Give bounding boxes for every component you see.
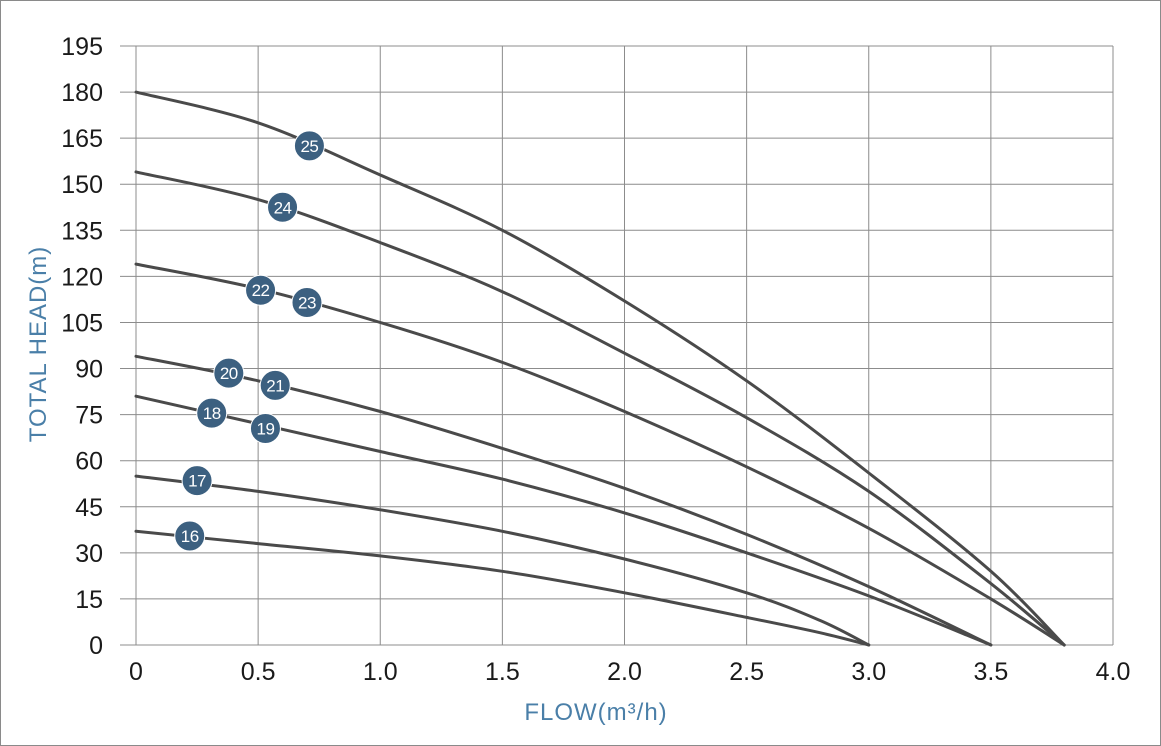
- curve-badge-20: 20: [213, 357, 245, 389]
- badge-label: 23: [298, 293, 316, 312]
- grid: [120, 45, 1114, 646]
- y-tick-label: 45: [75, 494, 103, 522]
- y-tick-label: 120: [61, 263, 103, 291]
- y-tick-label: 90: [75, 356, 103, 384]
- curve-series-16: [134, 529, 871, 647]
- y-tick-label: 105: [61, 309, 103, 337]
- curve-badge-18: 18: [196, 397, 228, 429]
- badge-circle: [291, 286, 323, 318]
- curve-badge-16: 16: [174, 520, 206, 552]
- curves: [134, 90, 1066, 647]
- badge-label: 21: [266, 376, 284, 395]
- curve-badge-17: 17: [181, 465, 213, 497]
- curve-badge-23: 23: [291, 286, 323, 318]
- curve-badge-21: 21: [259, 369, 291, 401]
- badge-circle: [249, 412, 281, 444]
- badge-circle: [293, 130, 325, 162]
- x-tick-label: 1.5: [485, 658, 520, 686]
- curve-labels: 25 24 22 23 20 21 18 19 17 16: [174, 130, 325, 552]
- y-tick-label: 195: [61, 33, 103, 61]
- badge-circle: [181, 465, 213, 497]
- curve-series-20-21: [134, 354, 993, 647]
- curve-series-17: [134, 474, 871, 647]
- x-tick-label: 3.5: [973, 658, 1008, 686]
- x-tick-label: 2.5: [729, 658, 764, 686]
- curve-badge-22: 22: [245, 274, 277, 306]
- badge-circle: [267, 191, 299, 223]
- y-tick-label: 150: [61, 171, 103, 199]
- badge-circle: [196, 397, 228, 429]
- badge-circle: [174, 520, 206, 552]
- x-tick-label: 3.0: [851, 658, 886, 686]
- curve-badge-19: 19: [249, 412, 281, 444]
- x-tick-label: 0.5: [241, 658, 276, 686]
- x-tick-label: 0: [129, 658, 143, 686]
- badge-label: 20: [220, 364, 238, 383]
- badge-label: 22: [252, 281, 270, 300]
- y-tick-label: 75: [75, 402, 103, 430]
- x-tick-label: 4.0: [1096, 658, 1131, 686]
- y-axis-title: TOTAL HEAD(m): [25, 246, 52, 443]
- y-tick-label: 60: [75, 448, 103, 476]
- y-tick-label: 30: [75, 540, 103, 568]
- curve-series-24: [134, 170, 1066, 647]
- badge-label: 25: [300, 137, 318, 156]
- badge-label: 24: [274, 198, 292, 217]
- badge-label: 19: [256, 419, 274, 438]
- y-tick-label: 165: [61, 125, 103, 153]
- y-tick-label: 180: [61, 79, 103, 107]
- badge-label: 18: [203, 404, 221, 423]
- y-tick-label: 135: [61, 217, 103, 245]
- tick-labels: 0 15 30 45 60 75 90 105 120 135 150 165 180 195 0 0.5 1.…: [61, 33, 1130, 686]
- x-axis-title: FLOW(m³/h): [524, 699, 667, 726]
- x-tick-label: 2.0: [607, 658, 642, 686]
- curve-series-22-23: [134, 262, 1066, 647]
- badge-circle: [213, 357, 245, 389]
- curve-badge-25: 25: [293, 130, 325, 162]
- badge-label: 17: [188, 472, 206, 491]
- curve-badge-24: 24: [267, 191, 299, 223]
- y-tick-label: 15: [75, 586, 103, 614]
- badge-circle: [245, 274, 277, 306]
- badge-label: 16: [181, 527, 199, 546]
- y-tick-label: 0: [89, 632, 103, 660]
- x-tick-label: 1.0: [363, 658, 398, 686]
- badge-circle: [259, 369, 291, 401]
